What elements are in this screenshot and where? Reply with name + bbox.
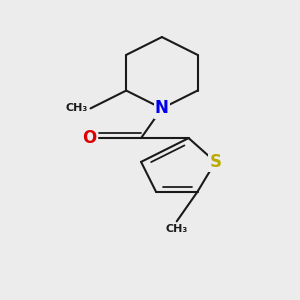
Text: O: O xyxy=(82,129,97,147)
Text: S: S xyxy=(209,153,221,171)
Text: CH₃: CH₃ xyxy=(65,103,88,113)
Text: N: N xyxy=(155,99,169,117)
Text: CH₃: CH₃ xyxy=(166,224,188,234)
